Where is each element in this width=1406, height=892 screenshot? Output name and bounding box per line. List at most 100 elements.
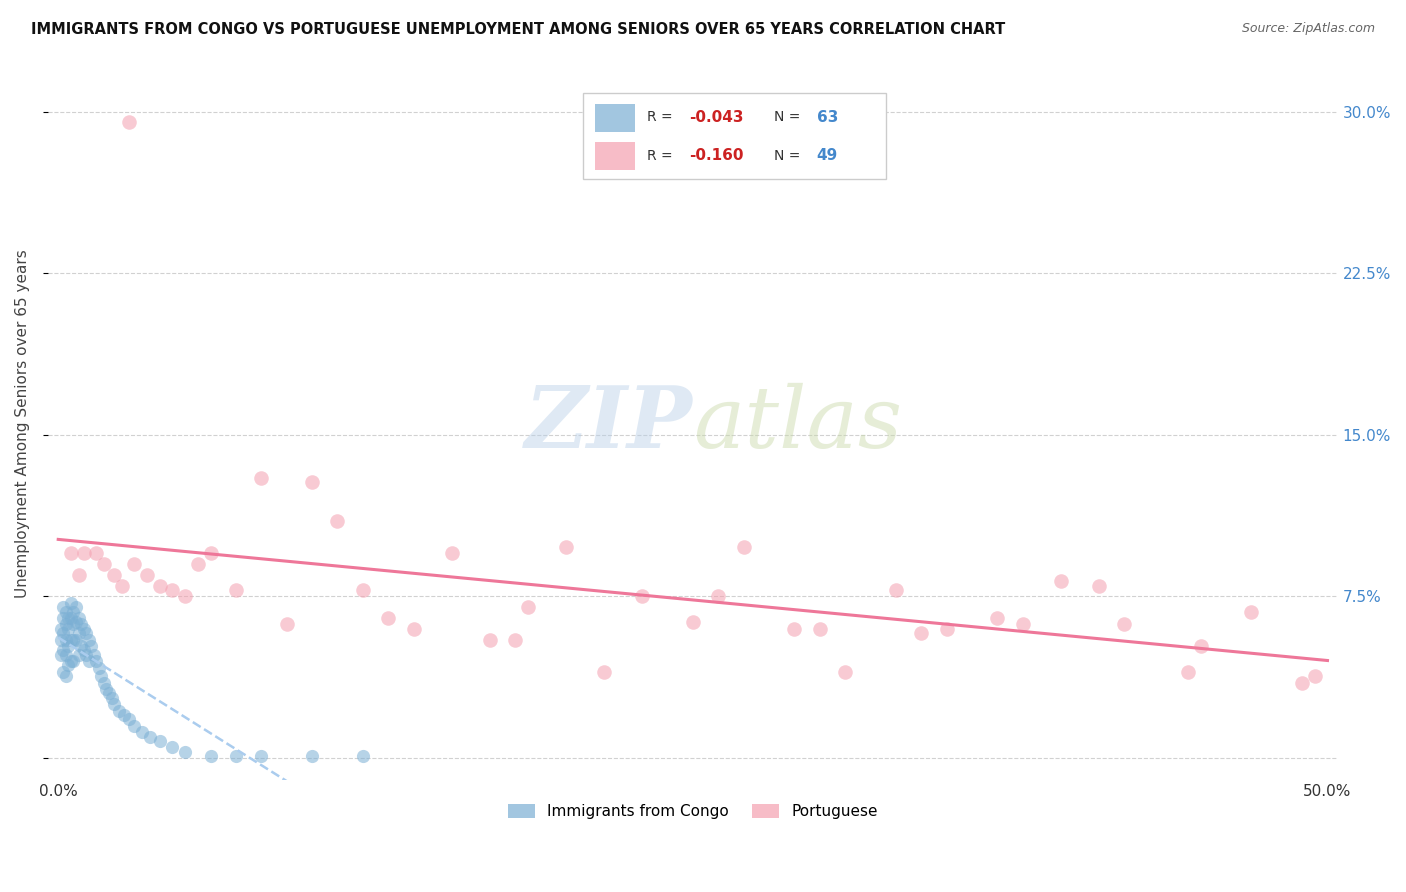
Point bbox=[49, 648, 72, 662]
Text: atlas: atlas bbox=[693, 383, 903, 466]
Point bbox=[55, 669, 77, 683]
Point bbox=[70, 639, 93, 653]
Point bbox=[118, 712, 141, 726]
Point bbox=[118, 115, 141, 129]
Point bbox=[250, 748, 273, 763]
Point bbox=[70, 617, 93, 632]
Point bbox=[62, 617, 84, 632]
Point bbox=[58, 658, 80, 673]
Text: Source: ZipAtlas.com: Source: ZipAtlas.com bbox=[1241, 22, 1375, 36]
Point bbox=[124, 557, 146, 571]
Text: ZIP: ZIP bbox=[524, 383, 693, 466]
Point bbox=[440, 546, 463, 560]
Point bbox=[98, 686, 121, 700]
Point bbox=[96, 682, 118, 697]
Point bbox=[103, 697, 125, 711]
Point bbox=[1050, 574, 1073, 589]
Point bbox=[326, 514, 349, 528]
Point bbox=[93, 675, 115, 690]
Point bbox=[225, 748, 247, 763]
Point bbox=[49, 632, 72, 647]
Point bbox=[136, 568, 159, 582]
Point bbox=[910, 626, 932, 640]
Point bbox=[58, 611, 80, 625]
Point bbox=[87, 660, 110, 674]
Point bbox=[75, 626, 97, 640]
Point bbox=[124, 719, 146, 733]
Point bbox=[503, 632, 526, 647]
Point bbox=[162, 740, 184, 755]
Point bbox=[59, 546, 82, 560]
Point bbox=[52, 626, 75, 640]
Point bbox=[72, 643, 94, 657]
Point bbox=[352, 582, 374, 597]
Y-axis label: Unemployment Among Seniors over 65 years: Unemployment Among Seniors over 65 years bbox=[15, 250, 30, 599]
Point bbox=[682, 615, 704, 630]
Point bbox=[49, 622, 72, 636]
Point bbox=[67, 648, 90, 662]
Point bbox=[149, 734, 172, 748]
Point bbox=[174, 590, 197, 604]
Point bbox=[59, 632, 82, 647]
Point bbox=[59, 596, 82, 610]
Point bbox=[707, 590, 730, 604]
Point bbox=[935, 622, 957, 636]
Point bbox=[783, 622, 806, 636]
Point bbox=[631, 590, 654, 604]
Point bbox=[55, 617, 77, 632]
Point bbox=[1303, 669, 1326, 683]
Point bbox=[250, 471, 273, 485]
Point bbox=[225, 582, 247, 597]
Point bbox=[1177, 665, 1199, 679]
Point bbox=[733, 540, 755, 554]
Point bbox=[55, 605, 77, 619]
Point bbox=[67, 626, 90, 640]
Point bbox=[83, 648, 105, 662]
Point bbox=[108, 704, 131, 718]
Point bbox=[65, 600, 87, 615]
Point bbox=[55, 648, 77, 662]
Point bbox=[67, 611, 90, 625]
Point bbox=[131, 725, 153, 739]
Point bbox=[187, 557, 209, 571]
Point bbox=[1114, 617, 1136, 632]
Point bbox=[478, 632, 501, 647]
Point bbox=[58, 622, 80, 636]
Point bbox=[84, 546, 107, 560]
Point bbox=[75, 648, 97, 662]
Point bbox=[112, 708, 135, 723]
Point bbox=[174, 745, 197, 759]
Point bbox=[67, 568, 90, 582]
Point bbox=[103, 568, 125, 582]
Point bbox=[62, 632, 84, 647]
Point bbox=[276, 617, 298, 632]
Point bbox=[90, 669, 112, 683]
Point bbox=[80, 639, 103, 653]
Point bbox=[1240, 605, 1263, 619]
Point bbox=[52, 611, 75, 625]
Point bbox=[352, 748, 374, 763]
Point bbox=[62, 654, 84, 668]
Point bbox=[808, 622, 831, 636]
Point bbox=[72, 622, 94, 636]
Legend: Immigrants from Congo, Portuguese: Immigrants from Congo, Portuguese bbox=[502, 797, 884, 825]
Point bbox=[884, 582, 907, 597]
Point bbox=[93, 557, 115, 571]
Point bbox=[834, 665, 856, 679]
Point bbox=[84, 654, 107, 668]
Point bbox=[555, 540, 578, 554]
Point bbox=[65, 615, 87, 630]
Point bbox=[986, 611, 1008, 625]
Point bbox=[301, 475, 323, 490]
Point bbox=[200, 748, 222, 763]
Point bbox=[52, 600, 75, 615]
Point bbox=[72, 546, 94, 560]
Point bbox=[77, 654, 100, 668]
Point bbox=[52, 665, 75, 679]
Point bbox=[402, 622, 425, 636]
Point bbox=[377, 611, 399, 625]
Point bbox=[65, 632, 87, 647]
Point bbox=[1189, 639, 1212, 653]
Point bbox=[301, 748, 323, 763]
Point bbox=[111, 579, 134, 593]
